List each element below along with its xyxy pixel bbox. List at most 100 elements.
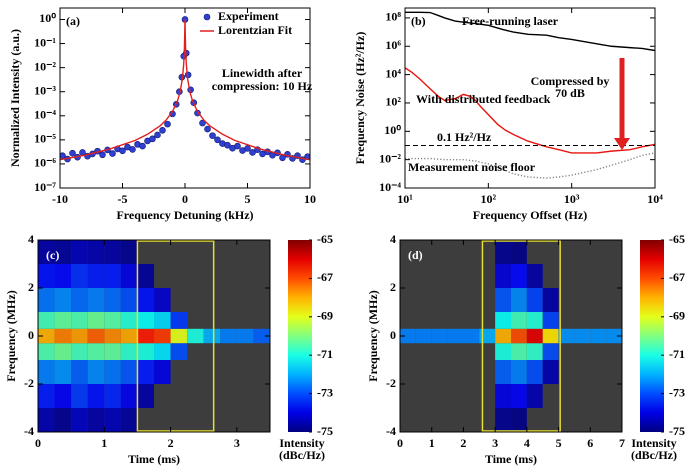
x-tick-label: 0 [35, 436, 41, 450]
heatmap-cell [54, 408, 72, 432]
plot-background [405, 8, 655, 188]
legend-marker [203, 13, 211, 21]
heatmap-cell [526, 360, 543, 384]
x-tick-label: 10¹ [397, 192, 413, 206]
heatmap-cell [120, 328, 138, 344]
x-tick-label: 4 [524, 436, 530, 450]
colorbar-label: Intensity [631, 436, 676, 450]
heatmap-cell [71, 360, 88, 384]
heatmap-cell [495, 343, 511, 360]
heatmap-cell [187, 328, 204, 344]
y-tick-label: 4 [28, 232, 34, 246]
y-tick-label: 10⁰ [39, 11, 56, 25]
reference-label: 0.1 Hz²/Hz [437, 130, 492, 144]
heatmap-cell [431, 328, 448, 344]
x-tick-label: -5 [118, 192, 128, 206]
heatmap-cell [170, 328, 188, 344]
heatmap-cell [137, 384, 154, 408]
heatmap-cell [38, 408, 55, 432]
heatmap-cell [415, 328, 432, 344]
heatmap-cell [511, 343, 527, 360]
heatmap-cell [71, 384, 88, 408]
heatmap-cell [590, 328, 607, 344]
plot-frame [59, 7, 311, 189]
heatmap-cell [38, 328, 55, 344]
heatmap-cell [104, 312, 121, 329]
x-tick-label: 3 [492, 436, 498, 450]
heatmap-cell [542, 312, 559, 329]
heatmap-cell [220, 328, 237, 344]
series-line [405, 11, 655, 52]
heatmap-cell [526, 264, 543, 288]
colorbar-tick-label: -67 [669, 270, 685, 284]
y-tick-label: 10⁻¹ [34, 35, 56, 49]
highlight-box [136, 240, 215, 432]
heatmap-cell [154, 360, 171, 384]
heatmap-cell [54, 264, 72, 288]
y-axis-label: Frequency (MHz) [366, 290, 380, 381]
annotation: Compressed by [531, 74, 610, 88]
heatmap-cell [87, 288, 105, 312]
colorbar-tick-label: -69 [669, 309, 685, 323]
colorbar-label: (dBc/Hz) [631, 448, 677, 462]
heatmap-cell [87, 360, 105, 384]
data-point [119, 147, 126, 155]
heatmap-cell [71, 312, 88, 329]
heatmap-cell [479, 328, 496, 344]
heatmap-cell [511, 240, 527, 264]
x-tick-label: 10³ [564, 192, 580, 206]
colorbar [288, 240, 312, 432]
heatmap-cell [54, 384, 72, 408]
heatmap-cell [495, 360, 511, 384]
heatmap-cell [87, 343, 105, 360]
y-tick-label: 4 [390, 232, 396, 246]
series-label: Measurement noise floor [408, 160, 536, 174]
legend-label: Lorentzian Fit [218, 23, 292, 37]
heatmap-cell [137, 360, 154, 384]
panel-label: (d) [408, 248, 423, 262]
heatmap-cell [104, 328, 121, 344]
heatmap-cell [38, 360, 55, 384]
y-tick-label: 10⁴ [385, 66, 401, 80]
heatmap-cell [495, 264, 511, 288]
heatmap-cell [542, 343, 559, 360]
y-tick-label: 10⁻⁷ [34, 180, 56, 194]
data-point [209, 132, 216, 139]
x-tick-label: 0 [182, 192, 188, 206]
heatmap-cell [71, 343, 88, 360]
heatmap-cell [558, 328, 575, 344]
colorbar-tick-label: -73 [669, 385, 685, 399]
data-point [164, 120, 171, 128]
heatmap-cell [71, 264, 88, 288]
annotation: 70 dB [555, 86, 585, 100]
heatmap-cell [203, 328, 221, 344]
heatmap-cell [54, 288, 72, 312]
heatmap-cell [495, 288, 511, 312]
x-tick-label: 10⁴ [647, 192, 663, 206]
x-axis-label: Time (ms) [485, 452, 537, 466]
data-point [159, 126, 166, 134]
heatmap-cell [38, 343, 55, 360]
heatmap-cell [120, 408, 138, 432]
heatmap-cell [71, 408, 88, 432]
heatmap-cell [495, 384, 511, 408]
y-tick-label: 10² [385, 95, 401, 109]
heatmap-cell [87, 408, 105, 432]
panel-label: (b) [411, 14, 426, 28]
heatmap-cell [526, 328, 543, 344]
x-tick-label: 3 [234, 436, 240, 450]
colorbar-label: (dBc/Hz) [279, 448, 325, 462]
series-label: Free-running laser [462, 14, 559, 28]
heatmap-cell [104, 384, 121, 408]
heatmap-cell [511, 360, 527, 384]
heatmap-cell [104, 240, 121, 264]
y-tick-label: 2 [390, 280, 396, 294]
heatmap-cell [120, 360, 138, 384]
series-label: With distributed feedback [416, 92, 551, 106]
annotation-arrowhead [614, 138, 630, 150]
heatmap-cell [38, 240, 55, 264]
heatmap-cell [54, 328, 72, 344]
heatmap-cell [104, 288, 121, 312]
heatmap-cell [495, 312, 511, 329]
